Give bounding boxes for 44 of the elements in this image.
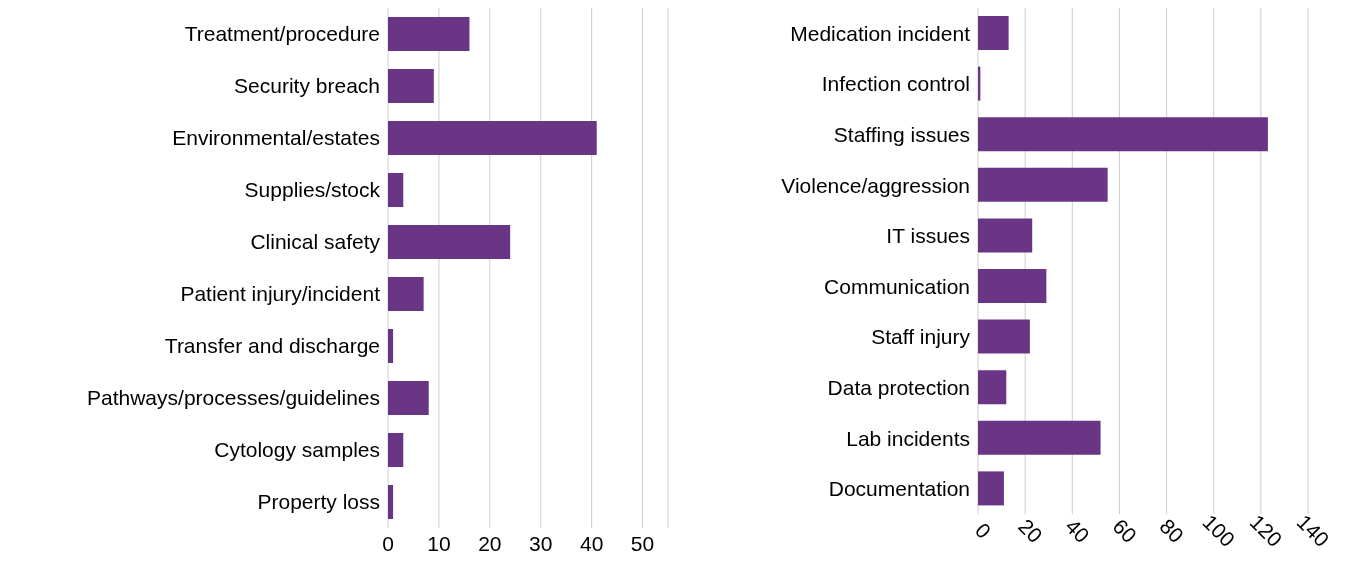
x-tick-label: 80 [1155, 514, 1189, 548]
y-tick-label: Staff injury [871, 325, 971, 349]
x-tick-label: 0 [382, 531, 394, 555]
y-tick-label: IT issues [886, 224, 970, 248]
y-tick-label: Violence/aggression [781, 173, 970, 197]
y-tick-label: Documentation [828, 477, 970, 501]
x-tick-label: 20 [1014, 514, 1047, 548]
x-tick-label: 60 [1108, 514, 1142, 548]
y-tick-label: Supplies/stock [244, 178, 381, 202]
bar [388, 329, 394, 363]
y-tick-label: Medication incident [790, 21, 971, 45]
x-tick-label: 50 [630, 531, 655, 555]
y-tick-label: Clinical safety [250, 230, 381, 254]
y-tick-label: Infection control [821, 72, 970, 96]
bar [388, 17, 470, 51]
x-tick-label: 0 [971, 518, 996, 543]
x-tick-label: 100 [1198, 510, 1240, 552]
x-tick-label: 40 [1061, 514, 1094, 548]
bar [388, 121, 597, 155]
bar [388, 433, 404, 467]
bar [388, 225, 511, 259]
x-tick-label: 30 [529, 531, 553, 555]
x-tick-label: 20 [478, 531, 502, 555]
y-tick-label: Data protection [827, 375, 970, 399]
y-tick-label: Cytology samples [214, 438, 380, 462]
bar [388, 277, 424, 311]
bar [388, 381, 429, 415]
y-tick-label: Staffing issues [833, 122, 970, 146]
x-tick-label: 40 [579, 531, 604, 555]
y-tick-label: Communication [824, 274, 970, 298]
y-tick-label: Pathways/processes/guidelines [87, 386, 380, 410]
y-tick-label: Security breach [234, 74, 380, 98]
y-tick-label: Property loss [257, 490, 380, 514]
y-tick-label: Environmental/estates [172, 126, 380, 150]
bar [388, 173, 404, 207]
x-tick-label: 140 [1292, 510, 1334, 552]
y-tick-label: Transfer and discharge [164, 334, 380, 358]
bar [388, 69, 434, 103]
x-tick-label: 10 [427, 531, 451, 555]
y-tick-label: Treatment/procedure [184, 22, 380, 46]
x-tick-label: 120 [1245, 510, 1287, 552]
y-tick-label: Patient injury/incident [180, 282, 381, 306]
y-tick-label: Lab incidents [846, 426, 970, 450]
bar [388, 485, 394, 519]
